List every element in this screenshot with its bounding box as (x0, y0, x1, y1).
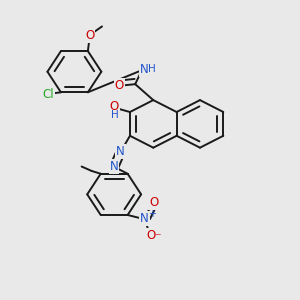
Text: N: N (116, 145, 125, 158)
Text: O: O (115, 79, 124, 92)
Text: N: N (110, 160, 118, 173)
Text: H: H (111, 110, 119, 120)
Text: +: + (148, 209, 156, 219)
Text: O: O (149, 196, 159, 209)
Text: H: H (148, 64, 156, 74)
Text: ⁻: ⁻ (154, 231, 161, 244)
Text: O: O (110, 100, 119, 113)
Text: N: N (140, 212, 149, 225)
Text: O: O (85, 28, 94, 42)
Text: N: N (140, 63, 149, 76)
Text: O: O (146, 230, 155, 242)
Text: Cl: Cl (42, 88, 54, 101)
